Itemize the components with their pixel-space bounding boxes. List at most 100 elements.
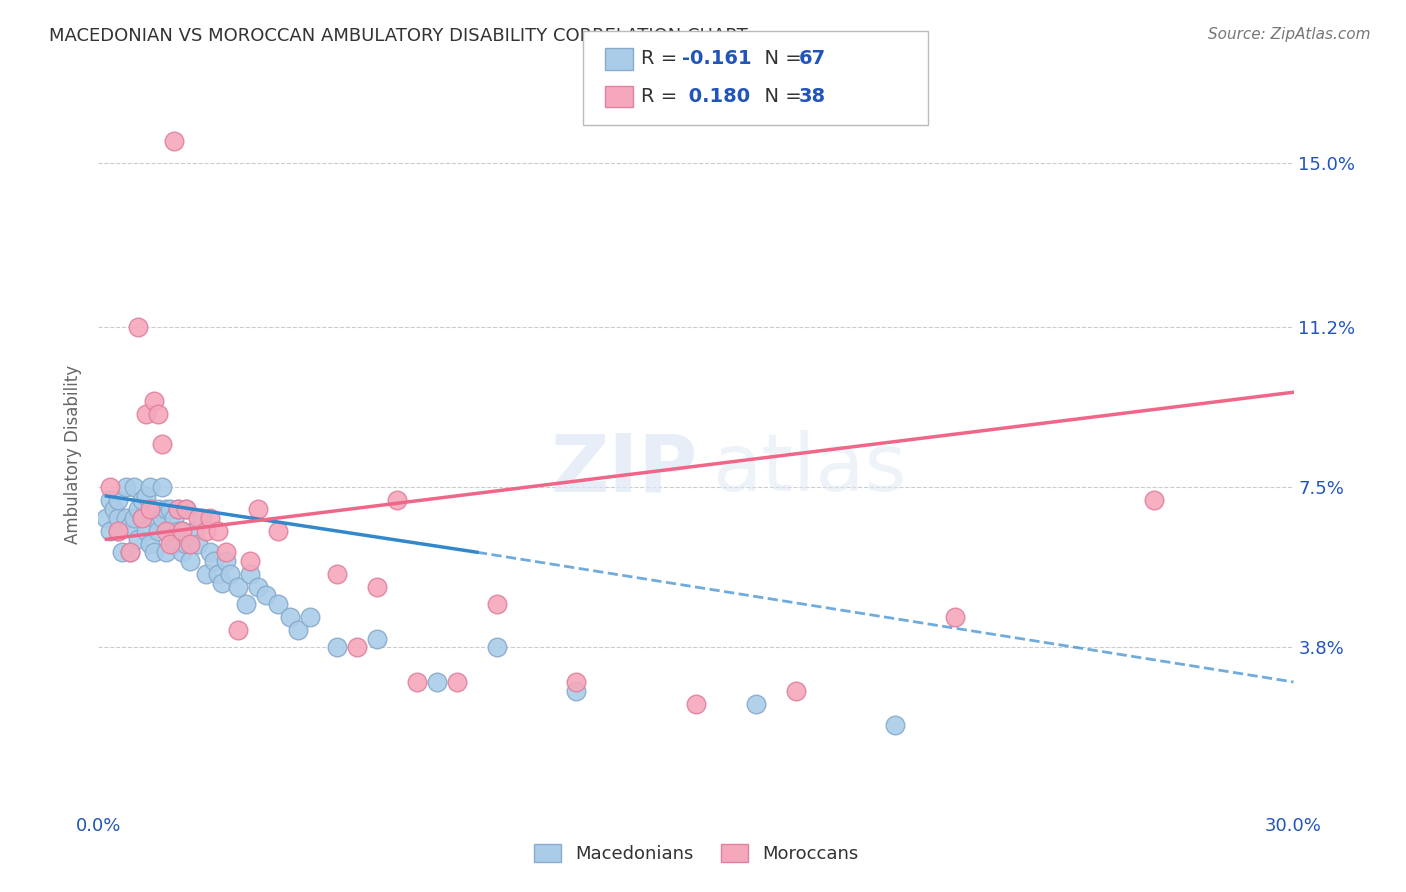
Point <box>111 545 134 559</box>
Point <box>239 566 262 581</box>
Point <box>131 510 153 524</box>
Point <box>100 524 122 538</box>
Point <box>267 597 290 611</box>
Point <box>239 554 262 568</box>
Point <box>326 566 349 581</box>
Point <box>139 480 162 494</box>
Point <box>150 437 173 451</box>
Point <box>100 480 122 494</box>
Point <box>127 502 149 516</box>
Text: -0.161: -0.161 <box>682 49 752 69</box>
Point <box>107 524 129 538</box>
Point <box>191 510 214 524</box>
Point <box>226 580 249 594</box>
Point <box>103 502 125 516</box>
Point <box>211 575 233 590</box>
Point <box>406 675 429 690</box>
Point <box>107 493 129 508</box>
Point <box>139 502 162 516</box>
Point <box>150 480 173 494</box>
Point <box>685 697 707 711</box>
Point <box>385 493 409 508</box>
Point <box>187 536 209 550</box>
Point <box>131 510 153 524</box>
Point <box>198 545 221 559</box>
Point <box>366 580 388 594</box>
Point <box>135 489 157 503</box>
Point <box>183 524 205 538</box>
Point <box>195 524 218 538</box>
Text: Source: ZipAtlas.com: Source: ZipAtlas.com <box>1208 27 1371 42</box>
Point <box>346 640 368 655</box>
Point <box>96 510 118 524</box>
Y-axis label: Ambulatory Disability: Ambulatory Disability <box>65 366 83 544</box>
Point <box>172 524 194 538</box>
Point <box>215 554 238 568</box>
Point <box>172 545 194 559</box>
Point <box>172 524 194 538</box>
Point <box>287 623 309 637</box>
Point <box>163 510 186 524</box>
Text: N =: N = <box>752 87 808 106</box>
Legend: Macedonians, Moroccans: Macedonians, Moroccans <box>526 837 866 871</box>
Point <box>426 675 449 690</box>
Point <box>120 545 142 559</box>
Point <box>246 580 269 594</box>
Point <box>785 683 807 698</box>
Point <box>246 502 269 516</box>
Point <box>120 545 142 559</box>
Point <box>148 407 170 421</box>
Text: 0.180: 0.180 <box>682 87 749 106</box>
Point <box>107 510 129 524</box>
Point <box>446 675 468 690</box>
Point <box>143 393 166 408</box>
Point <box>159 502 181 516</box>
Point <box>267 524 290 538</box>
Point <box>100 493 122 508</box>
Point <box>127 320 149 334</box>
Point <box>159 536 181 550</box>
Point <box>159 524 181 538</box>
Point <box>115 510 138 524</box>
Point <box>254 589 277 603</box>
Point <box>207 524 229 538</box>
Text: 38: 38 <box>799 87 825 106</box>
Point <box>167 502 190 516</box>
Point <box>278 610 301 624</box>
Text: R =: R = <box>641 87 683 106</box>
Point <box>943 610 966 624</box>
Point <box>135 407 157 421</box>
Point <box>155 545 177 559</box>
Point <box>195 566 218 581</box>
Point <box>127 533 149 547</box>
Point <box>135 524 157 538</box>
Point <box>215 545 238 559</box>
Point <box>485 640 508 655</box>
Point <box>155 524 177 538</box>
Point <box>187 510 209 524</box>
Point <box>115 480 138 494</box>
Point <box>139 536 162 550</box>
Point <box>485 597 508 611</box>
Point <box>174 536 197 550</box>
Point <box>107 524 129 538</box>
Point <box>174 502 197 516</box>
Point <box>565 683 588 698</box>
Point <box>148 502 170 516</box>
Point <box>1143 493 1166 508</box>
Text: ZIP: ZIP <box>551 430 697 508</box>
Point <box>298 610 321 624</box>
Point <box>366 632 388 646</box>
Point <box>745 697 768 711</box>
Text: 67: 67 <box>799 49 825 69</box>
Point <box>163 134 186 148</box>
Point <box>124 480 146 494</box>
Point <box>167 502 190 516</box>
Point <box>179 536 201 550</box>
Point <box>167 524 190 538</box>
Point <box>179 554 201 568</box>
Text: R =: R = <box>641 49 683 69</box>
Text: MACEDONIAN VS MOROCCAN AMBULATORY DISABILITY CORRELATION CHART: MACEDONIAN VS MOROCCAN AMBULATORY DISABI… <box>49 27 748 45</box>
Point <box>219 566 242 581</box>
Point <box>235 597 257 611</box>
